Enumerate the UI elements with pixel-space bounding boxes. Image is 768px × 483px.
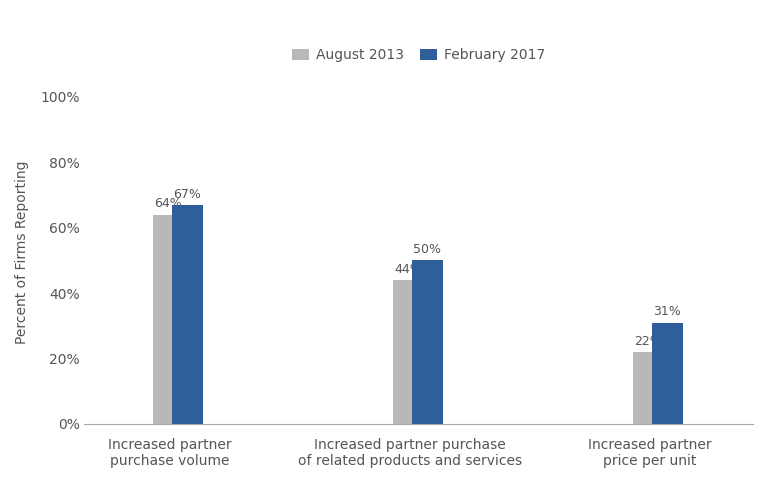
Bar: [172, 205, 203, 424]
Bar: [393, 280, 424, 424]
Text: 22%: 22%: [634, 335, 662, 348]
Text: 67%: 67%: [174, 187, 201, 200]
Text: 31%: 31%: [654, 305, 681, 318]
Bar: [633, 352, 664, 424]
Text: 44%: 44%: [395, 263, 422, 276]
Text: 50%: 50%: [413, 243, 442, 256]
Y-axis label: Percent of Firms Reporting: Percent of Firms Reporting: [15, 160, 29, 344]
Bar: [412, 260, 442, 424]
Bar: [153, 214, 184, 424]
Bar: [652, 323, 683, 424]
Legend: August 2013, February 2017: August 2013, February 2017: [286, 43, 551, 68]
Text: 64%: 64%: [154, 198, 182, 211]
